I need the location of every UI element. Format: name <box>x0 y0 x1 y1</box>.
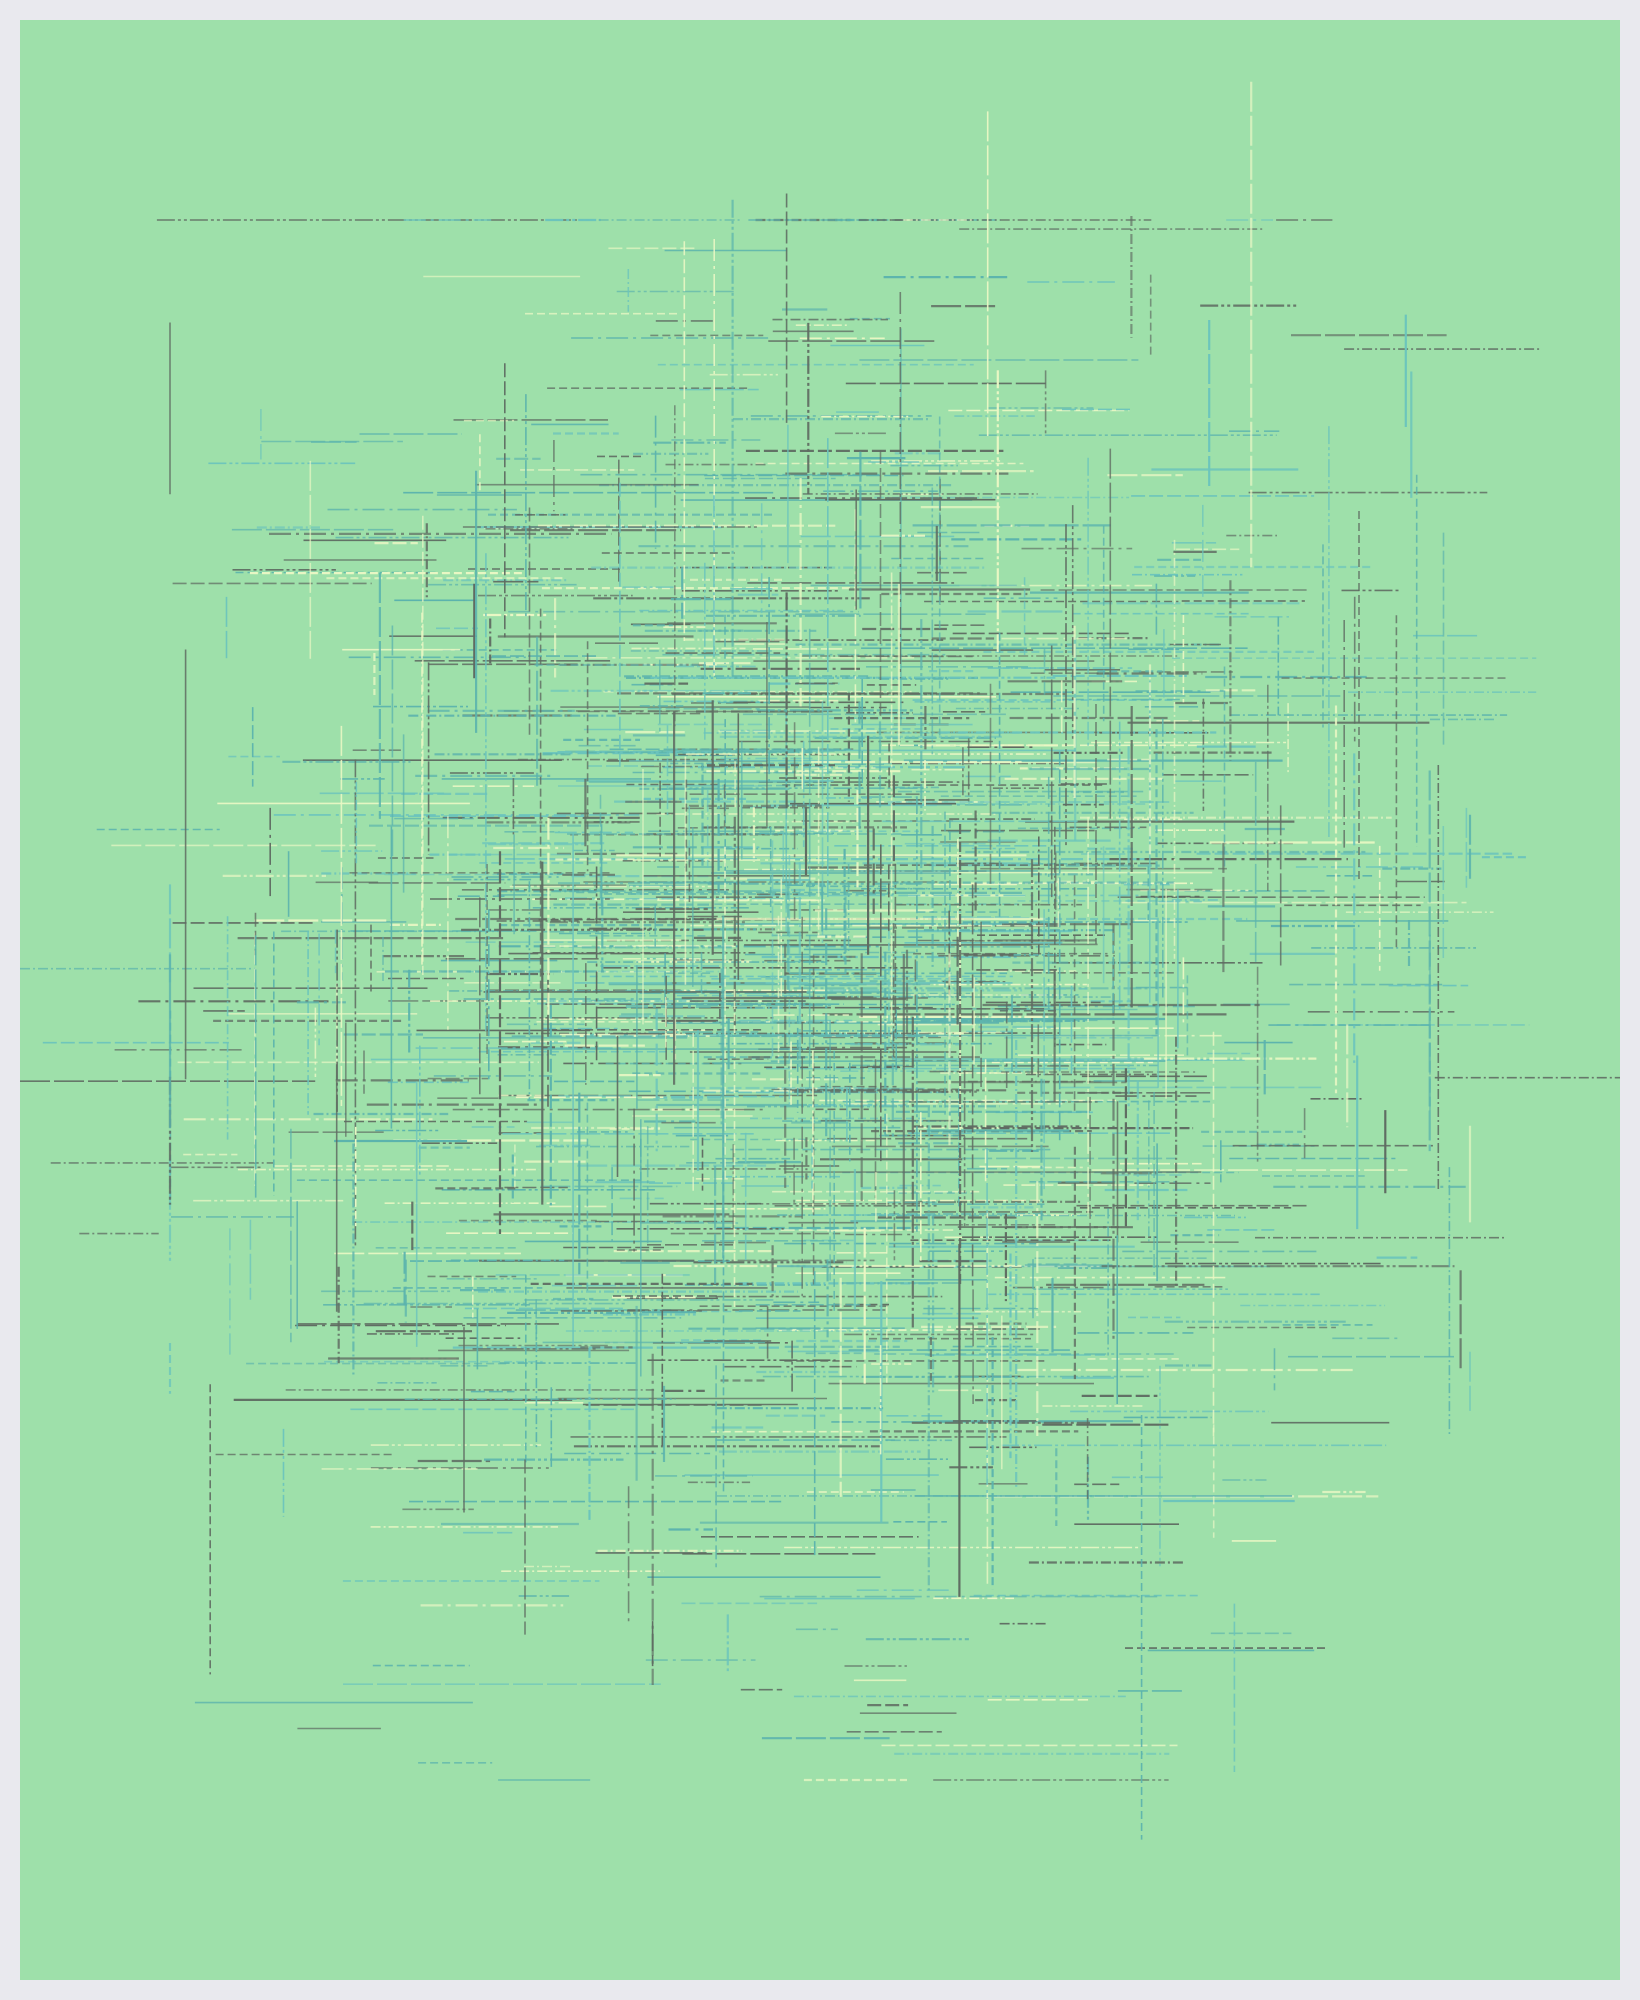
artwork <box>20 81 1620 1840</box>
canvas-panel <box>20 20 1620 1980</box>
